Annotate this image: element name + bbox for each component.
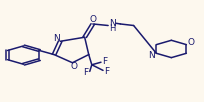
Text: O: O <box>71 62 78 71</box>
Text: N: N <box>53 34 60 43</box>
Text: F: F <box>102 57 107 66</box>
Text: O: O <box>90 15 97 24</box>
Text: F: F <box>104 67 109 76</box>
Text: N: N <box>149 51 155 60</box>
Text: N: N <box>109 19 116 28</box>
Text: H: H <box>109 24 115 33</box>
Text: O: O <box>187 38 194 47</box>
Text: F: F <box>83 68 89 77</box>
